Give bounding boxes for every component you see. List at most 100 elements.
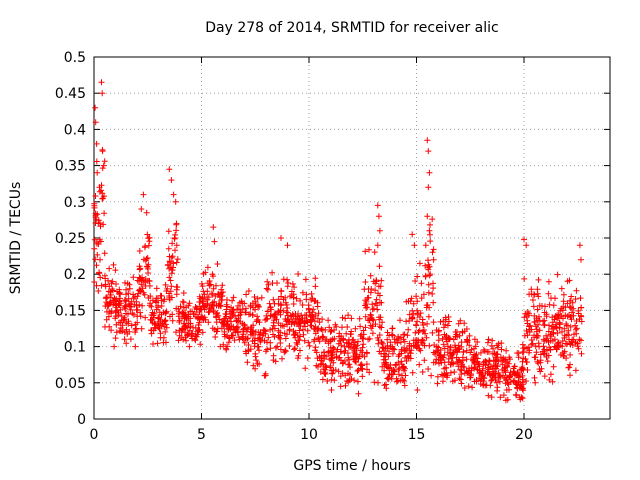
data-point xyxy=(345,312,352,319)
data-point xyxy=(434,373,441,380)
data-point xyxy=(488,394,495,401)
data-point xyxy=(418,280,425,287)
data-point xyxy=(366,335,373,342)
data-point xyxy=(507,369,514,376)
data-point xyxy=(311,338,318,345)
data-point xyxy=(126,285,133,292)
data-point xyxy=(288,292,295,299)
data-point xyxy=(535,276,542,283)
data-point xyxy=(134,313,141,320)
data-point xyxy=(534,306,541,313)
data-point xyxy=(504,359,511,366)
data-point xyxy=(349,337,356,344)
data-point xyxy=(204,280,211,287)
data-point xyxy=(533,349,540,356)
data-point xyxy=(183,337,189,344)
data-point xyxy=(163,324,170,331)
data-point xyxy=(152,298,159,305)
data-point xyxy=(233,326,240,332)
data-point xyxy=(101,250,108,257)
data-point xyxy=(404,332,411,339)
data-point xyxy=(328,376,335,383)
data-point xyxy=(554,340,561,347)
x-tick-label: 20 xyxy=(515,427,533,443)
data-point xyxy=(437,347,444,353)
data-point xyxy=(524,367,531,373)
data-point xyxy=(165,228,172,235)
data-point xyxy=(480,346,487,353)
data-point xyxy=(560,298,567,305)
data-point xyxy=(263,285,270,292)
data-point xyxy=(428,372,435,379)
data-point xyxy=(506,354,513,361)
data-point xyxy=(205,294,212,301)
data-point xyxy=(214,309,221,316)
data-point xyxy=(136,287,143,294)
data-point xyxy=(277,346,284,353)
data-point xyxy=(136,248,143,254)
data-point xyxy=(367,311,374,318)
data-point xyxy=(549,378,556,385)
data-point xyxy=(463,326,470,332)
x-tick-label: 10 xyxy=(300,427,318,443)
data-point xyxy=(223,345,229,352)
data-point xyxy=(169,267,176,273)
y-tick-label: 0.05 xyxy=(55,376,86,392)
data-point xyxy=(113,321,120,328)
data-point xyxy=(282,335,289,342)
data-point xyxy=(267,339,274,346)
data-point xyxy=(544,335,551,342)
data-point xyxy=(179,298,186,305)
data-point xyxy=(426,342,433,349)
data-point xyxy=(186,327,193,334)
data-point xyxy=(214,261,221,267)
data-point xyxy=(139,302,146,309)
data-point xyxy=(320,349,327,356)
data-point xyxy=(358,361,365,368)
data-point xyxy=(536,313,542,320)
data-point xyxy=(100,162,107,169)
data-point xyxy=(156,322,162,329)
data-point xyxy=(503,376,510,383)
data-point xyxy=(412,329,419,336)
data-point xyxy=(376,299,383,306)
data-point xyxy=(382,356,389,363)
data-point xyxy=(168,177,175,184)
data-point xyxy=(430,256,437,263)
data-point xyxy=(471,351,478,358)
data-point xyxy=(452,333,459,340)
data-point xyxy=(343,330,350,337)
data-point xyxy=(359,344,366,351)
data-point xyxy=(196,326,203,333)
data-point xyxy=(454,348,460,355)
data-point xyxy=(371,379,378,386)
data-point xyxy=(252,365,259,372)
data-point xyxy=(566,277,573,284)
data-point xyxy=(523,242,530,249)
data-point xyxy=(441,365,448,372)
data-point xyxy=(557,307,564,314)
data-point xyxy=(382,361,388,368)
data-point xyxy=(93,158,100,165)
data-point xyxy=(304,355,311,362)
data-point xyxy=(262,330,269,337)
data-point xyxy=(256,303,263,310)
y-tick-label: 0.15 xyxy=(55,303,86,319)
data-point xyxy=(389,325,396,332)
data-point xyxy=(459,328,466,335)
data-point xyxy=(355,338,361,345)
data-point xyxy=(241,322,248,329)
data-point xyxy=(242,324,249,331)
data-point xyxy=(205,319,212,326)
data-point xyxy=(393,361,400,368)
data-point xyxy=(415,310,421,317)
data-point xyxy=(252,350,259,357)
data-point xyxy=(515,350,522,357)
data-point xyxy=(375,290,381,297)
data-point xyxy=(98,282,105,289)
data-point xyxy=(136,286,143,293)
data-point xyxy=(495,370,502,376)
data-point xyxy=(427,271,434,278)
data-point xyxy=(486,366,492,373)
data-point xyxy=(274,343,281,350)
